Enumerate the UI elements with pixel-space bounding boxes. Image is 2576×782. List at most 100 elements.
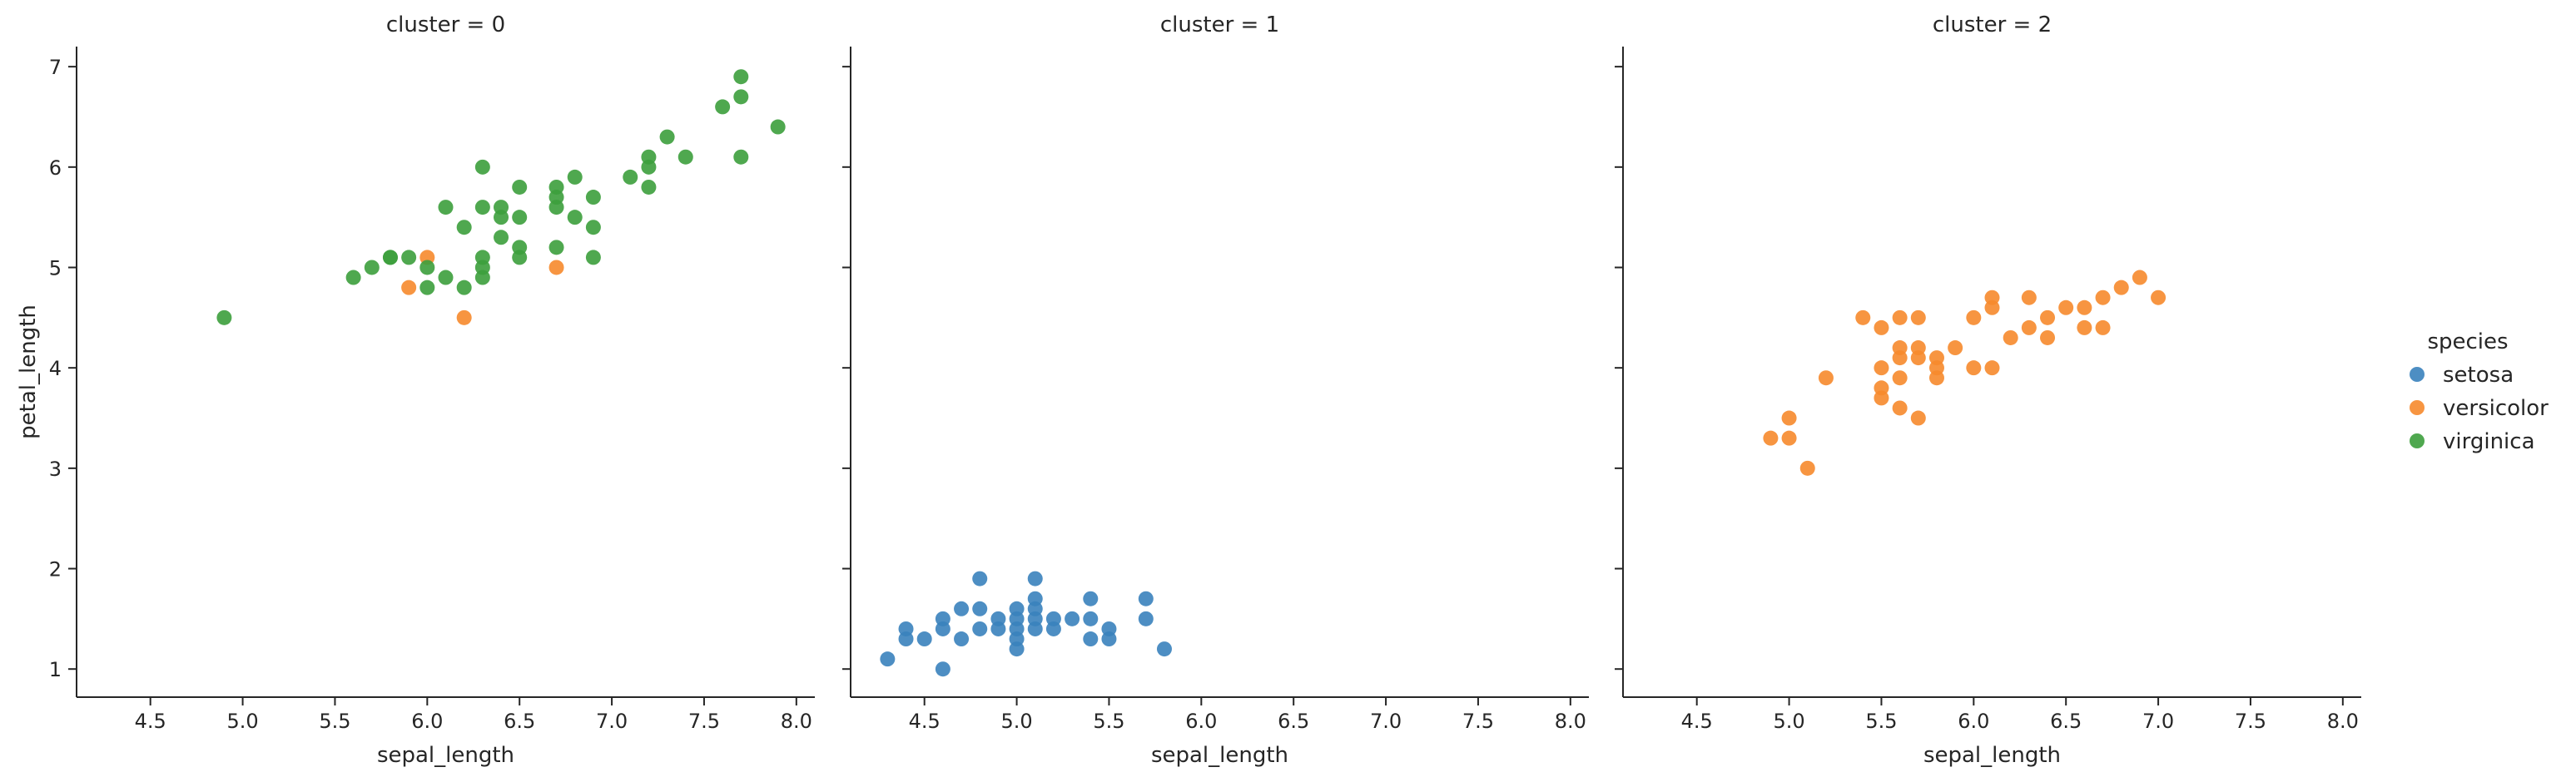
data-point [2003, 329, 2018, 345]
x-axis-label: sepal_length [1151, 743, 1288, 768]
data-point [401, 250, 417, 265]
x-tick-label: 5.0 [226, 710, 258, 733]
data-point [512, 240, 528, 255]
data-point [456, 280, 472, 295]
x-tick-label: 5.5 [1865, 710, 1897, 733]
data-point [1910, 410, 1926, 426]
data-point [494, 230, 509, 245]
data-point [1045, 611, 1061, 626]
x-tick-label: 6.5 [2050, 710, 2082, 733]
data-point [585, 220, 601, 235]
legend-marker [2410, 367, 2425, 382]
legend-label: versicolor [2443, 396, 2549, 421]
x-tick-label: 8.0 [1555, 710, 1586, 733]
legend-label: setosa [2443, 363, 2514, 388]
data-point [1083, 611, 1099, 626]
data-point [1083, 631, 1099, 647]
legend-marker [2410, 433, 2425, 448]
data-point [1156, 641, 1172, 657]
data-point [1984, 290, 2000, 305]
panel-title: cluster = 0 [386, 12, 505, 37]
data-point [1065, 611, 1080, 626]
y-tick-label: 2 [49, 558, 62, 582]
data-point [1027, 591, 1043, 606]
series-setosa [880, 571, 1172, 677]
data-point [2021, 290, 2037, 305]
data-point [456, 220, 472, 235]
series-versicolor [1763, 270, 2167, 476]
data-point [1138, 611, 1154, 626]
x-axis-label: sepal_length [1923, 743, 2061, 768]
data-point [1874, 360, 1889, 376]
x-tick-label: 4.5 [1681, 710, 1713, 733]
data-point [1966, 309, 1982, 325]
data-point [1781, 410, 1797, 426]
legend-label: virginica [2443, 429, 2535, 454]
data-point [659, 129, 675, 145]
data-point [1984, 360, 2000, 376]
data-point [548, 179, 564, 195]
data-point [935, 611, 950, 626]
data-point [1138, 591, 1154, 606]
panel-title: cluster = 1 [1160, 12, 1279, 37]
x-tick-label: 8.0 [2327, 710, 2359, 733]
x-tick-label: 6.0 [1185, 710, 1217, 733]
y-tick-label: 5 [49, 256, 62, 280]
data-point [512, 179, 528, 195]
x-tick-label: 4.5 [135, 710, 166, 733]
data-point [2095, 290, 2111, 305]
data-point [972, 571, 988, 586]
data-point [641, 149, 657, 165]
data-point [1948, 340, 1963, 356]
data-point [438, 270, 454, 285]
data-point [2077, 319, 2092, 335]
x-tick-label: 5.5 [319, 710, 350, 733]
data-point [1892, 340, 1908, 356]
x-tick-label: 5.0 [1000, 710, 1032, 733]
y-tick-label: 6 [49, 156, 62, 180]
x-tick-label: 7.0 [1370, 710, 1402, 733]
data-point [345, 270, 361, 285]
data-point [567, 169, 583, 185]
x-tick-label: 6.0 [1958, 710, 1989, 733]
data-point [972, 601, 988, 616]
legend: species setosa versicolor virginica [2410, 329, 2549, 454]
data-point [954, 601, 970, 616]
data-point [1855, 309, 1871, 325]
data-point [2095, 319, 2111, 335]
data-point [456, 309, 472, 325]
x-tick-label: 5.5 [1093, 710, 1124, 733]
data-point [512, 210, 528, 225]
y-tick-label: 7 [49, 56, 62, 79]
data-point [1027, 571, 1043, 586]
series-virginica [216, 69, 786, 325]
facet-panel: cluster = 0 4.5 5.0 5.5 6.0 6.5 7.0 7.5 8.0 1 2 3 4 5… [16, 12, 815, 768]
data-point [678, 149, 693, 165]
x-tick-label: 7.5 [688, 710, 720, 733]
data-point [1101, 621, 1117, 636]
data-point [2113, 280, 2129, 295]
x-axis-label: sepal_length [377, 743, 514, 768]
panel-title: cluster = 2 [1933, 12, 2052, 37]
data-point [935, 661, 950, 677]
data-point [2132, 270, 2147, 285]
data-point [2021, 319, 2037, 335]
legend-title: species [2427, 329, 2508, 354]
legend-marker [2410, 400, 2425, 415]
data-point [474, 250, 490, 265]
data-point [733, 89, 749, 105]
data-point [585, 250, 601, 265]
data-point [419, 260, 435, 275]
data-point [419, 280, 435, 295]
data-point [1009, 601, 1025, 616]
data-point [1763, 430, 1779, 446]
data-point [567, 210, 583, 225]
data-point [733, 149, 749, 165]
x-tick-label: 6.5 [1278, 710, 1309, 733]
y-tick-label: 4 [49, 357, 62, 380]
data-point [990, 611, 1006, 626]
x-tick-label: 6.5 [504, 710, 535, 733]
data-point [2058, 299, 2074, 315]
data-point [733, 69, 749, 85]
